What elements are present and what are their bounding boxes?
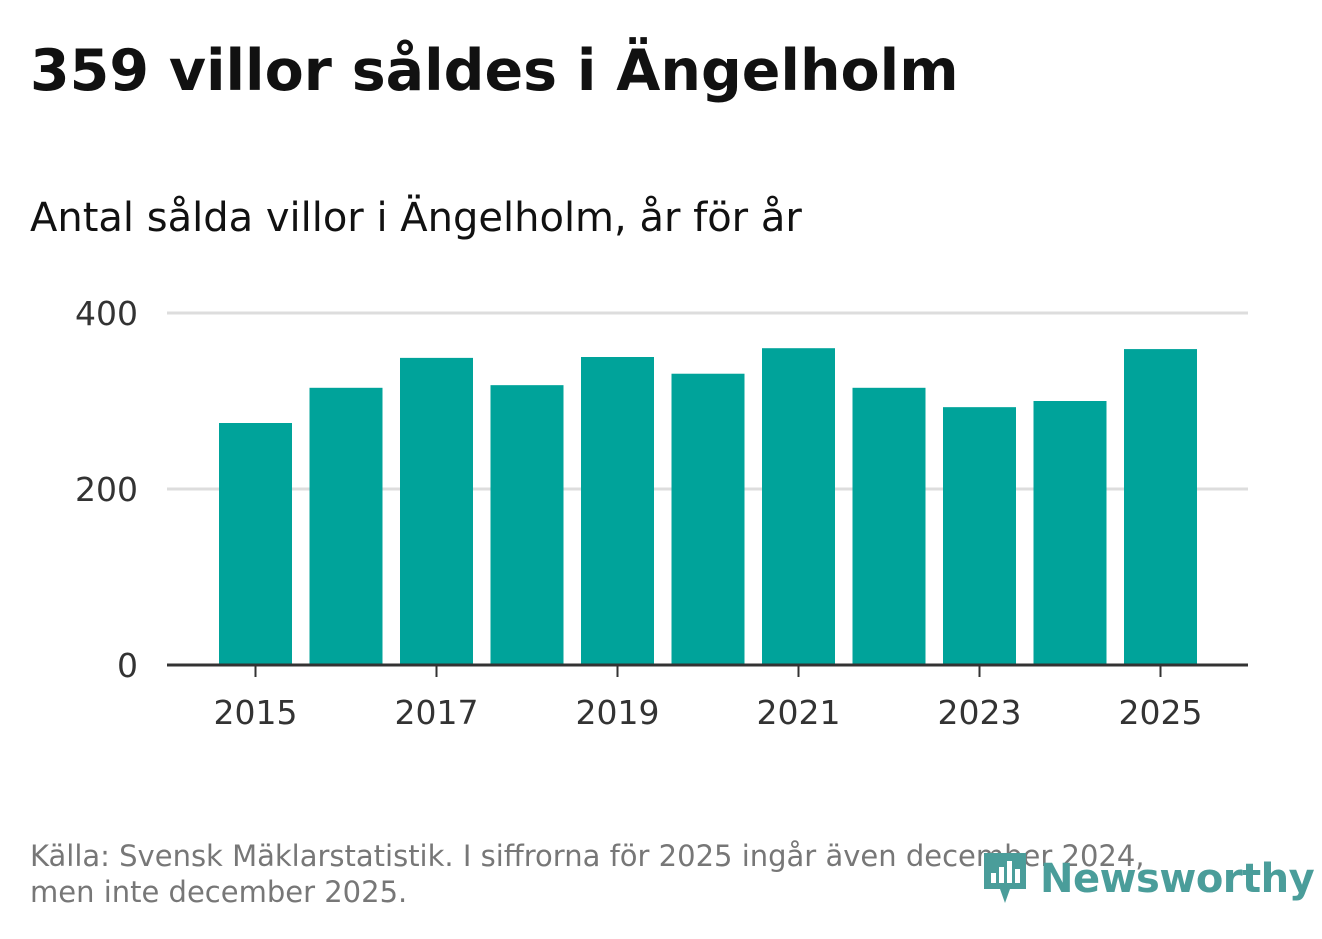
bar-chart: 0 200 400 2015 2017 2019 2021 2023 2025	[75, 294, 1248, 732]
x-tick-label-2019: 2019	[576, 693, 660, 732]
newsworthy-logo: Newsworthy	[980, 848, 1315, 910]
y-tick-label-0: 0	[117, 646, 138, 685]
x-tick-label-2025: 2025	[1119, 693, 1203, 732]
bar-2024	[1033, 401, 1107, 665]
bar-2021	[762, 348, 835, 665]
bar-2018	[490, 385, 564, 665]
bar-2022	[852, 387, 926, 665]
x-tick-label-2015: 2015	[214, 693, 298, 732]
newsworthy-logo-icon	[984, 853, 1026, 903]
bar-2019	[581, 357, 654, 665]
bar-2025	[1124, 349, 1197, 665]
x-tick-label-2021: 2021	[757, 693, 841, 732]
chart-title: 359 villor såldes i Ängelholm	[30, 38, 959, 104]
bar-2015	[219, 423, 292, 665]
bar-2017	[400, 357, 473, 665]
source-line-2: men inte december 2025.	[30, 875, 408, 909]
source-note: Källa: Svensk Mäklarstatistik. I siffror…	[30, 838, 1230, 910]
chart-subtitle: Antal sålda villor i Ängelholm, år för å…	[30, 195, 802, 241]
y-tick-label-400: 400	[75, 294, 138, 333]
y-tick-label-200: 200	[75, 470, 138, 509]
x-tick-label-2017: 2017	[395, 693, 479, 732]
bars	[219, 348, 1197, 665]
axes: 0 200 400 2015 2017 2019 2021 2023 2025	[75, 294, 1248, 732]
bar-2023	[943, 407, 1016, 665]
bar-2016	[309, 387, 383, 665]
source-line-1: Källa: Svensk Mäklarstatistik. I siffror…	[30, 839, 1145, 873]
bar-2020	[671, 373, 745, 665]
x-tick-label-2023: 2023	[938, 693, 1022, 732]
newsworthy-logo-text: Newsworthy	[1040, 856, 1315, 902]
